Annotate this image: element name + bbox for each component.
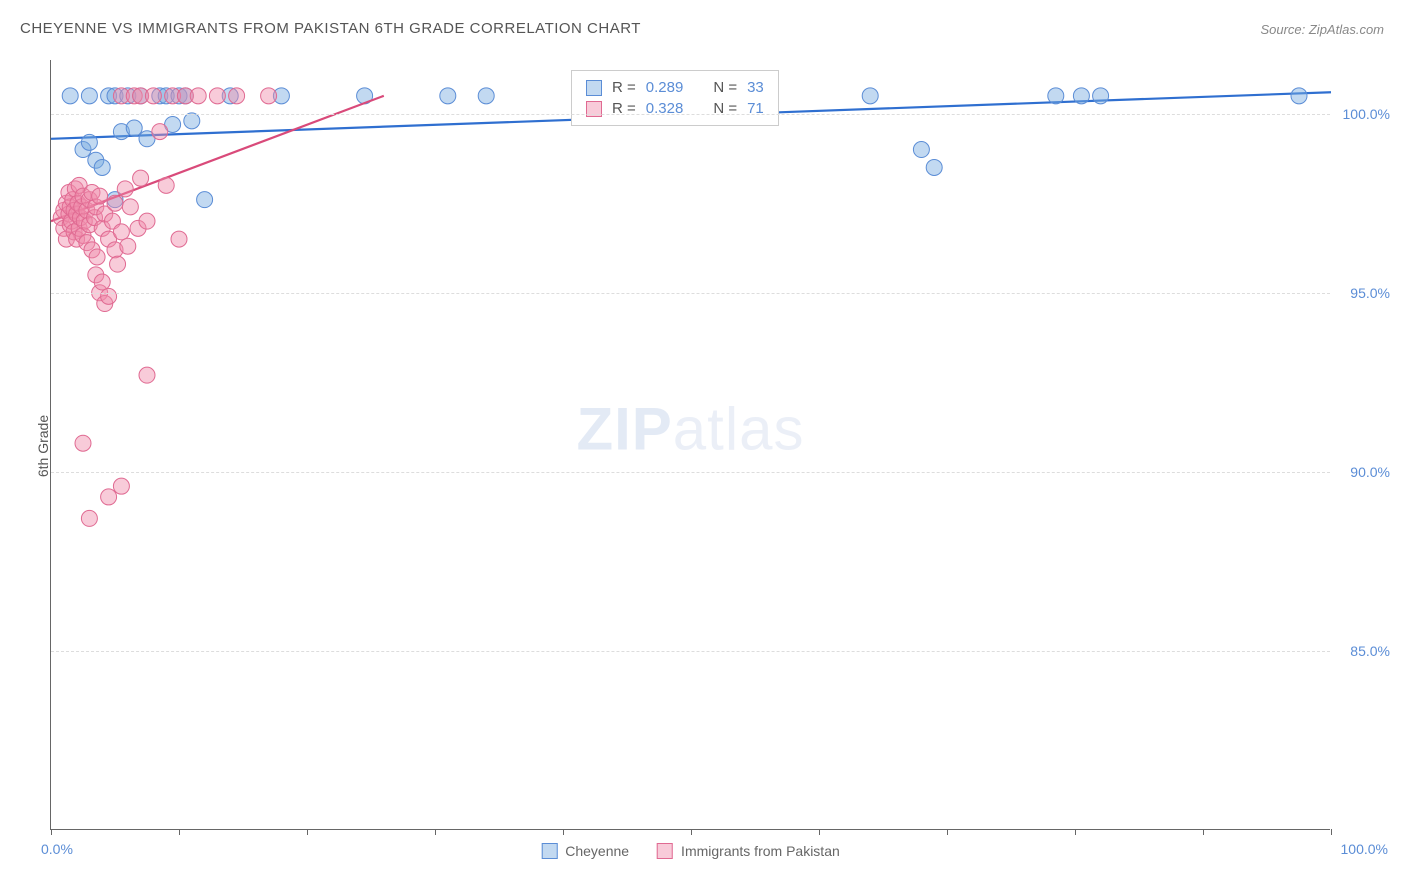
- data-point: [113, 478, 129, 494]
- data-point: [926, 159, 942, 175]
- data-point: [158, 177, 174, 193]
- data-point: [139, 367, 155, 383]
- grid-line: [51, 114, 1330, 115]
- legend-label-1: Immigrants from Pakistan: [681, 843, 840, 859]
- data-point: [171, 231, 187, 247]
- bottom-legend: Cheyenne Immigrants from Pakistan: [541, 843, 840, 859]
- x-tick: [691, 829, 692, 835]
- data-point: [94, 274, 110, 290]
- data-point: [1093, 88, 1109, 104]
- chart-container: CHEYENNE VS IMMIGRANTS FROM PAKISTAN 6TH…: [0, 0, 1406, 892]
- correlation-row-1: R = 0.328 N = 71: [572, 98, 778, 119]
- data-point: [133, 170, 149, 186]
- data-point: [94, 159, 110, 175]
- data-point: [117, 181, 133, 197]
- data-point: [126, 120, 142, 136]
- data-point: [190, 88, 206, 104]
- data-point: [120, 238, 136, 254]
- legend-item-0: Cheyenne: [541, 843, 629, 859]
- data-point: [89, 249, 105, 265]
- y-tick-label: 100.0%: [1343, 106, 1390, 122]
- x-tick: [179, 829, 180, 835]
- x-tick: [1331, 829, 1332, 835]
- data-point: [107, 195, 123, 211]
- data-point: [197, 192, 213, 208]
- data-point: [81, 88, 97, 104]
- x-tick: [1075, 829, 1076, 835]
- corr-swatch-0: [586, 80, 602, 96]
- legend-item-1: Immigrants from Pakistan: [657, 843, 840, 859]
- corr-r-value-0: 0.289: [646, 79, 684, 96]
- x-tick: [947, 829, 948, 835]
- corr-n-label-0: N =: [713, 79, 737, 96]
- x-axis-max-label: 100.0%: [1341, 841, 1388, 857]
- y-tick-label: 85.0%: [1350, 643, 1390, 659]
- data-point: [1073, 88, 1089, 104]
- data-point: [862, 88, 878, 104]
- data-point: [81, 510, 97, 526]
- grid-line: [51, 472, 1330, 473]
- data-point: [145, 88, 161, 104]
- data-point: [101, 288, 117, 304]
- data-point: [62, 88, 78, 104]
- corr-n-value-0: 33: [747, 79, 764, 96]
- data-point: [229, 88, 245, 104]
- x-tick: [819, 829, 820, 835]
- data-point: [152, 124, 168, 140]
- x-tick: [307, 829, 308, 835]
- y-tick-label: 95.0%: [1350, 285, 1390, 301]
- data-point: [1048, 88, 1064, 104]
- y-tick-label: 90.0%: [1350, 464, 1390, 480]
- x-tick: [435, 829, 436, 835]
- data-point: [1291, 88, 1307, 104]
- data-point: [101, 489, 117, 505]
- data-point: [81, 134, 97, 150]
- data-point: [184, 113, 200, 129]
- x-axis-min-label: 0.0%: [41, 841, 73, 857]
- corr-r-label-0: R =: [612, 79, 636, 96]
- correlation-box: R = 0.289 N = 33 R = 0.328 N = 71: [571, 70, 779, 126]
- x-tick: [51, 829, 52, 835]
- y-axis-label: 6th Grade: [35, 415, 51, 477]
- data-point: [440, 88, 456, 104]
- data-point: [478, 88, 494, 104]
- chart-title: CHEYENNE VS IMMIGRANTS FROM PAKISTAN 6TH…: [20, 20, 641, 37]
- x-tick: [1203, 829, 1204, 835]
- legend-swatch-0: [541, 843, 557, 859]
- grid-line: [51, 651, 1330, 652]
- data-point: [913, 142, 929, 158]
- data-point: [209, 88, 225, 104]
- source-attribution: Source: ZipAtlas.com: [1260, 22, 1384, 37]
- legend-swatch-1: [657, 843, 673, 859]
- data-point: [110, 256, 126, 272]
- data-point: [113, 224, 129, 240]
- data-point: [75, 435, 91, 451]
- data-point: [261, 88, 277, 104]
- x-tick: [563, 829, 564, 835]
- legend-label-0: Cheyenne: [565, 843, 629, 859]
- correlation-row-0: R = 0.289 N = 33: [572, 77, 778, 98]
- data-point: [122, 199, 138, 215]
- chart-svg: [51, 60, 1330, 829]
- plot-area: ZIPatlas R = 0.289 N = 33 R = 0.328 N = …: [50, 60, 1330, 830]
- grid-line: [51, 293, 1330, 294]
- data-point: [139, 213, 155, 229]
- data-point: [92, 188, 108, 204]
